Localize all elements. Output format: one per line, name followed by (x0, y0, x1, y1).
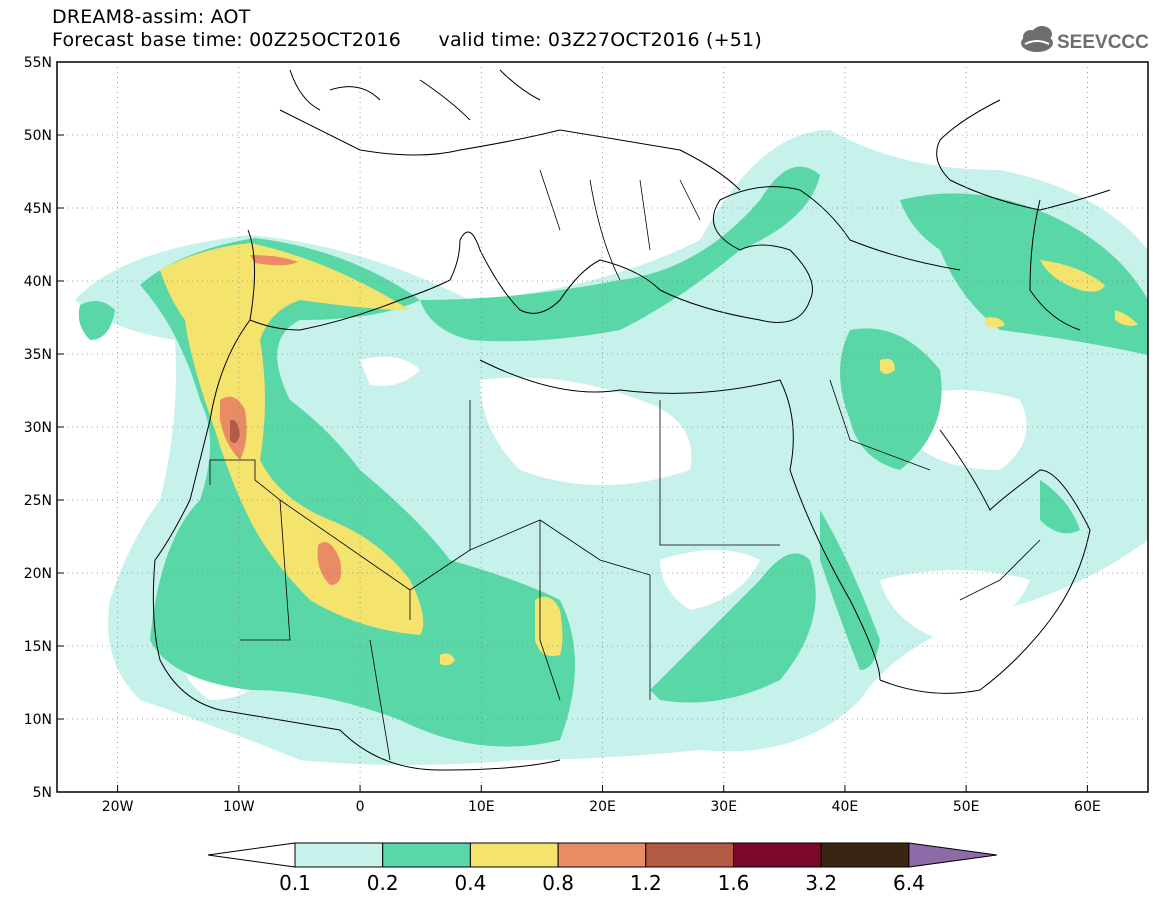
aot-field (75, 130, 1148, 765)
longitude-labels: 20W 10W 0 10E 20E 30E 40E 50E 60E (102, 799, 1101, 815)
lon-label: 60E (1074, 799, 1101, 815)
aot-band-1.2 (230, 419, 240, 444)
latitude-labels: 55N 50N 45N 40N 35N 30N 25N 20N 15N 10N 5N (24, 55, 52, 801)
axis-ticks (57, 61, 1088, 793)
cloud-icon (1021, 26, 1053, 52)
lat-label: 20N (24, 566, 52, 582)
lon-label: 20E (589, 799, 616, 815)
forecast-times: Forecast base time: 00Z25OCT2016 valid t… (52, 29, 762, 51)
country-borders (209, 169, 1041, 761)
lat-label: 40N (24, 274, 52, 290)
lon-label: 50E (953, 799, 980, 815)
aot-hole (880, 570, 1030, 640)
lat-label: 45N (24, 201, 52, 217)
lon-label: 0 (356, 799, 365, 815)
aot-band-0.4 (985, 317, 1005, 328)
lat-label: 10N (24, 712, 52, 728)
logo-text: SEEVCCC (1057, 32, 1149, 53)
aot-hole (480, 377, 692, 485)
aot-band-0.8 (317, 542, 342, 585)
aot-band-0.2 (840, 328, 942, 470)
lon-label: 10W (223, 799, 255, 815)
lat-label: 15N (24, 639, 52, 655)
lat-label: 50N (24, 128, 52, 144)
aot-band-0.2 (900, 193, 1148, 355)
lat-label: 30N (24, 420, 52, 436)
aot-band-0.4 (535, 596, 563, 656)
aot-band-0.4 (440, 653, 455, 666)
lat-label: 55N (24, 55, 52, 71)
chart-title: DREAM8-assim: AOT (52, 6, 251, 28)
lon-label: 40E (832, 799, 859, 815)
aot-band-0.2 (1040, 480, 1080, 534)
aot-hole (360, 356, 420, 386)
aot-band-0.8 (250, 255, 298, 266)
lat-label: 5N (33, 785, 52, 801)
lon-label: 30E (710, 799, 737, 815)
lat-label: 25N (24, 493, 52, 509)
aot-band-0.4 (1115, 310, 1138, 326)
aot-band-0.2 (78, 301, 115, 340)
aot-band-0.4 (160, 243, 424, 635)
seevccc-logo: SEEVCCC (1021, 26, 1149, 53)
lat-label: 35N (24, 347, 52, 363)
lon-label: 10E (468, 799, 495, 815)
coastlines (152, 69, 1111, 771)
aot-band-0.4 (1040, 260, 1105, 292)
aot-band-0.2 (820, 510, 880, 670)
aot-band-0.2 (650, 553, 816, 703)
aot-band-0.4 (880, 358, 895, 374)
aot-band-0.2 (420, 166, 820, 342)
lon-label: 20W (102, 799, 134, 815)
aot-hole (660, 550, 760, 610)
